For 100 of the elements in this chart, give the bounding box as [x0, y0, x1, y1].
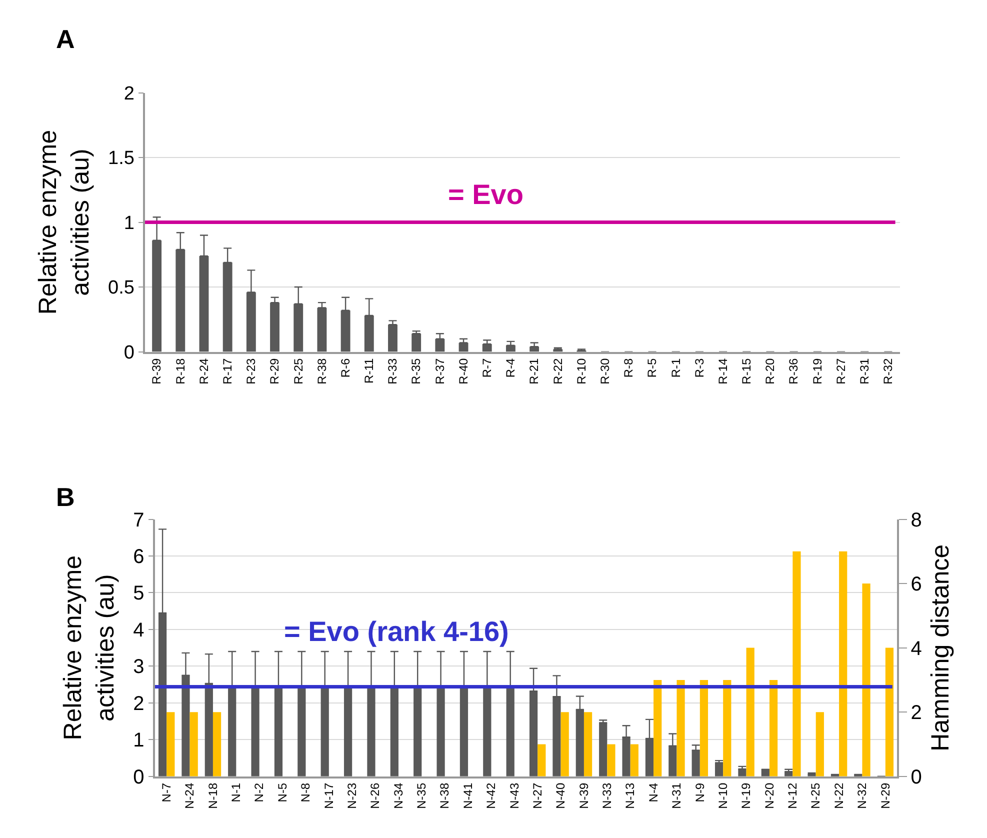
- x-tick-label: R-19: [810, 358, 824, 384]
- y-tick-label: 2: [133, 692, 144, 715]
- bar: [274, 686, 283, 776]
- x-tick-label: R-6: [338, 358, 352, 378]
- x-tick-label: R-40: [456, 358, 470, 384]
- bar: [412, 334, 422, 352]
- x-tick-label: N-19: [739, 782, 754, 809]
- x-tick-label: N-13: [623, 782, 638, 809]
- y-tick-label: 0: [124, 342, 134, 364]
- x-tick-label: N-9: [692, 782, 707, 802]
- bar: [885, 648, 894, 776]
- x-tick-label: N-39: [576, 782, 591, 809]
- x-tick-label: R-3: [692, 358, 706, 378]
- x-tick-label: N-20: [762, 782, 776, 809]
- y-tick-label: 2: [124, 83, 134, 104]
- bar: [839, 551, 848, 776]
- x-tick-label: R-38: [314, 358, 329, 384]
- bar: [746, 648, 754, 776]
- y2-tick-label: 0: [910, 766, 922, 788]
- y-tick-label: 0.5: [108, 278, 134, 299]
- x-tick-label: R-1: [668, 358, 683, 378]
- x-tick-label: R-14: [716, 358, 730, 384]
- x-tick-label: N-18: [206, 782, 220, 809]
- y-tick-label: 5: [133, 582, 144, 605]
- ref-line-label: = Evo: [448, 179, 524, 210]
- x-tick-label: N-32: [855, 782, 870, 809]
- x-tick-label: N-33: [600, 782, 614, 809]
- x-tick-label: N-41: [460, 782, 475, 809]
- x-tick-label: R-17: [220, 358, 234, 384]
- x-tick-label: R-22: [550, 358, 565, 384]
- x-tick-label: R-23: [244, 358, 258, 384]
- x-tick-label: N-25: [808, 782, 823, 809]
- bar: [506, 686, 514, 776]
- bar: [367, 686, 376, 776]
- x-tick-label: R-25: [291, 358, 306, 384]
- bar: [792, 551, 801, 776]
- x-tick-label: N-4: [646, 782, 660, 802]
- y2-axis-title: Hamming distance: [926, 544, 954, 752]
- y-tick-label: 1: [133, 730, 144, 752]
- x-tick-label: N-5: [275, 782, 290, 802]
- bar: [483, 686, 492, 776]
- bar: [816, 712, 824, 776]
- chart-title: A: [56, 24, 75, 54]
- x-tick-label: N-12: [786, 782, 800, 809]
- x-tick-label: N-43: [507, 782, 522, 809]
- x-tick-label: R-20: [763, 358, 778, 384]
- x-tick-label: N-17: [322, 782, 336, 809]
- bar: [436, 686, 445, 776]
- x-tick-label: R-29: [268, 358, 282, 384]
- bar: [344, 686, 352, 776]
- x-tick-label: N-34: [391, 782, 406, 809]
- x-tick-label: N-23: [344, 782, 359, 809]
- y-axis-title: Relative enzyme activities (au): [34, 130, 94, 315]
- bar: [251, 686, 260, 776]
- x-tick-label: N-35: [414, 782, 429, 809]
- bar: [714, 762, 724, 776]
- x-tick-label: R-10: [574, 358, 588, 384]
- x-tick-label: N-10: [716, 782, 730, 809]
- x-tick-label: N-1: [229, 782, 244, 802]
- y2-tick-label: 2: [910, 702, 922, 724]
- x-tick-label: N-42: [484, 782, 498, 809]
- x-tick-label: N-24: [182, 782, 197, 809]
- x-tick-label: N-38: [438, 782, 452, 809]
- bar: [654, 680, 662, 776]
- bar: [723, 680, 732, 776]
- bar: [320, 686, 329, 776]
- bar: [862, 584, 870, 776]
- y-tick-label: 7: [133, 509, 144, 532]
- x-tick-label: R-27: [834, 358, 848, 384]
- x-tick-label: N-31: [670, 782, 684, 809]
- y-tick-label: 6: [133, 546, 144, 568]
- x-tick-label: R-35: [409, 358, 424, 384]
- bar: [460, 686, 468, 776]
- x-tick-label: R-21: [527, 358, 542, 384]
- y2-tick-label: 6: [910, 574, 922, 596]
- bar: [738, 768, 746, 776]
- bar: [676, 680, 685, 776]
- chart-title: B: [56, 482, 75, 512]
- x-tick-label: N-22: [832, 782, 846, 809]
- x-tick-label: R-4: [504, 358, 518, 378]
- bar: [390, 686, 398, 776]
- bar: [769, 680, 778, 776]
- x-tick-label: N-40: [554, 782, 568, 809]
- x-tick-label: R-18: [173, 358, 188, 384]
- bar: [298, 686, 306, 776]
- ref-line-label: = Evo (rank 4-16): [284, 616, 509, 647]
- x-tick-label: R-36: [786, 358, 801, 384]
- x-tick-label: R-37: [432, 358, 447, 384]
- x-tick-label: N-27: [530, 782, 544, 809]
- x-tick-label: N-26: [368, 782, 382, 809]
- x-tick-label: R-15: [740, 358, 754, 384]
- y-tick-label: 3: [133, 656, 144, 678]
- y2-tick-label: 8: [910, 509, 922, 532]
- y-tick-label: 1.5: [108, 148, 134, 170]
- x-tick-label: R-39: [150, 358, 164, 384]
- y2-tick-label: 4: [910, 638, 922, 660]
- bar: [700, 680, 708, 776]
- y-tick-label: 1: [124, 212, 134, 234]
- y-tick-label: 0: [133, 766, 144, 788]
- x-tick-label: R-33: [386, 358, 400, 384]
